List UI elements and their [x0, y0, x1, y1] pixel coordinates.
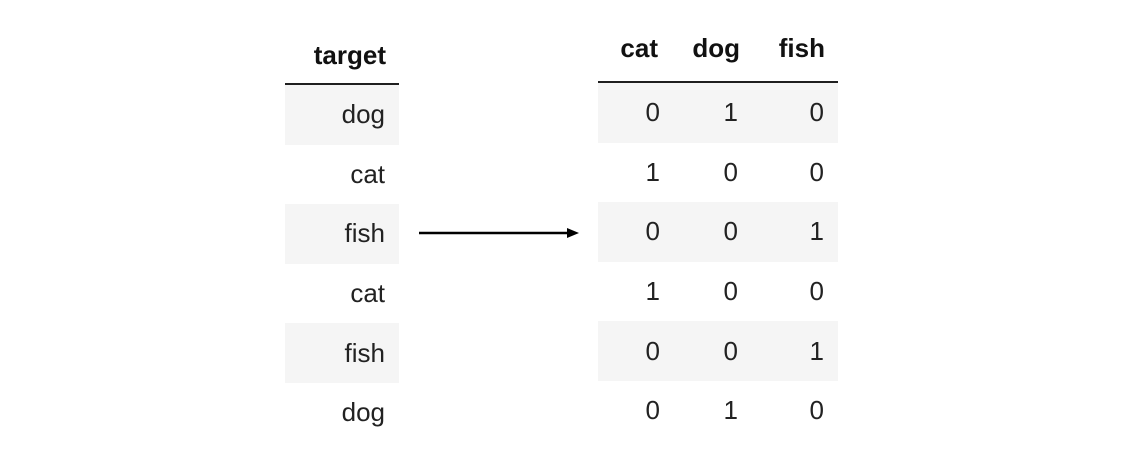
table-row: fish [285, 323, 399, 383]
table-row: dog [285, 85, 399, 145]
table-row: 1 0 0 [598, 262, 838, 322]
fish-cell: 0 [809, 97, 824, 128]
one-hot-table: cat dog fish 0 1 0 1 0 0 0 0 1 1 0 0 0 0… [598, 20, 838, 441]
target-header: target [285, 24, 399, 85]
one-hot-header: cat dog fish [598, 20, 838, 83]
right-arrow-icon [419, 228, 579, 238]
dog-cell: 0 [723, 276, 738, 307]
cat-cell: 1 [645, 156, 660, 187]
table-row: 1 0 0 [598, 143, 838, 203]
column-header-fish: fish [778, 33, 825, 63]
cat-cell: 0 [645, 395, 660, 426]
target-cell: dog [341, 99, 385, 130]
fish-cell: 0 [809, 276, 824, 307]
target-table: target dog cat fish cat fish dog [285, 24, 399, 443]
dog-cell: 0 [723, 335, 738, 366]
cat-cell: 0 [645, 216, 660, 247]
column-header-cat: cat [620, 33, 658, 63]
table-row: 0 1 0 [598, 381, 838, 441]
cat-cell: 1 [645, 276, 660, 307]
target-cell: fish [344, 337, 385, 368]
table-row: dog [285, 383, 399, 443]
fish-cell: 0 [809, 156, 824, 187]
target-cell: fish [344, 218, 385, 249]
fish-cell: 0 [809, 395, 824, 426]
target-cell: cat [350, 278, 385, 309]
dog-cell: 1 [723, 97, 738, 128]
dog-cell: 0 [723, 216, 738, 247]
cat-cell: 0 [645, 97, 660, 128]
dog-cell: 0 [723, 156, 738, 187]
target-header-label: target [313, 40, 386, 70]
table-row: 0 1 0 [598, 83, 838, 143]
table-row: cat [285, 264, 399, 324]
table-row: 0 0 1 [598, 321, 838, 381]
table-row: cat [285, 145, 399, 205]
target-cell: dog [341, 397, 385, 428]
target-cell: cat [350, 158, 385, 189]
cat-cell: 0 [645, 335, 660, 366]
table-row: 0 0 1 [598, 202, 838, 262]
fish-cell: 1 [809, 216, 824, 247]
table-row: fish [285, 204, 399, 264]
fish-cell: 1 [809, 335, 824, 366]
dog-cell: 1 [723, 395, 738, 426]
column-header-dog: dog [692, 33, 740, 63]
